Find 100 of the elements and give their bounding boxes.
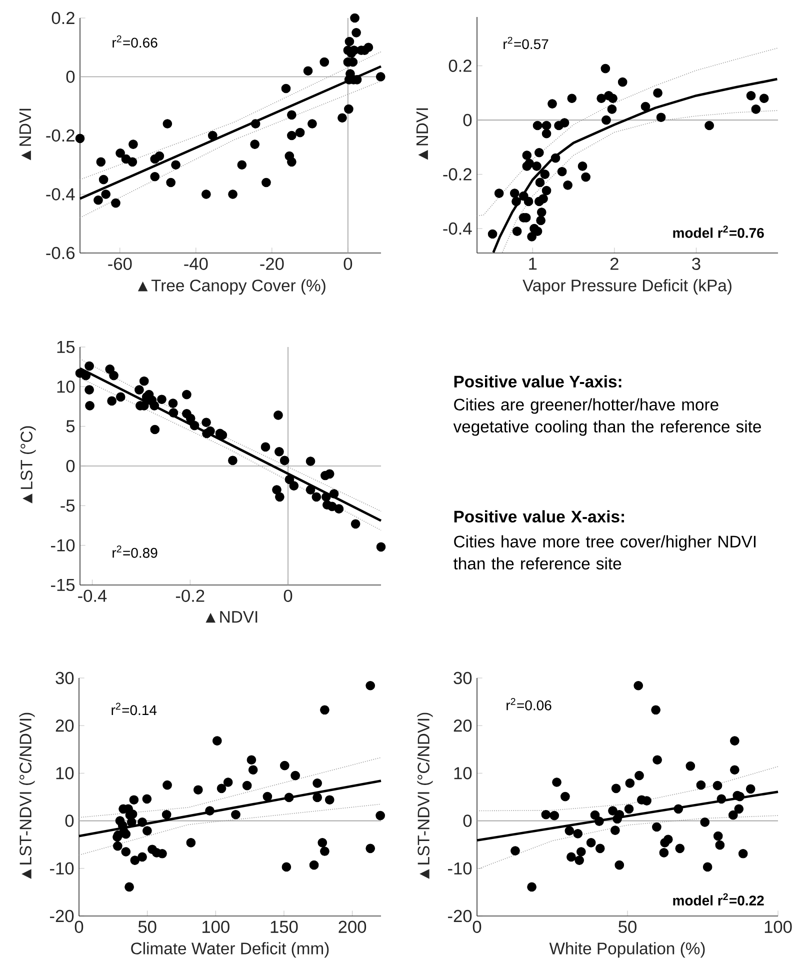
y-tick-label: 30 [454, 672, 472, 684]
point [542, 186, 552, 196]
point [746, 784, 756, 794]
y-tick-label: 30 [56, 672, 74, 684]
annotation: r$^{2}$=0.57 [504, 36, 548, 50]
point [168, 408, 178, 418]
point [202, 418, 211, 428]
point [334, 504, 344, 514]
point [96, 157, 106, 167]
point [107, 396, 116, 406]
text: Cities have more tree cover/higher NDVI than the reference site [454, 535, 756, 570]
y-tick-label: -20 [448, 910, 472, 922]
y-tick-label: 15 [57, 340, 75, 354]
point [228, 456, 238, 466]
point [116, 148, 125, 158]
point [712, 780, 722, 790]
y-tick-label: 10 [454, 767, 472, 780]
point [488, 229, 498, 239]
point [751, 104, 761, 114]
line-series [492, 78, 778, 254]
x-tick-label: 50 [618, 920, 636, 933]
point [138, 852, 147, 862]
point [242, 780, 252, 790]
point [260, 442, 270, 452]
point [674, 804, 684, 814]
point [205, 806, 214, 816]
point [250, 119, 260, 128]
point [524, 196, 534, 206]
x-tick-label: 100 [202, 920, 230, 933]
x-tick-label: 2 [610, 258, 618, 270]
line-series [476, 815, 778, 870]
y-tick-label: 0 [66, 70, 75, 83]
point [527, 232, 536, 242]
point [652, 755, 662, 765]
point [290, 770, 300, 780]
point [320, 846, 330, 856]
point [728, 810, 738, 820]
point [675, 844, 685, 854]
point [344, 36, 354, 46]
point [126, 818, 136, 827]
point [510, 188, 520, 198]
point [182, 390, 192, 400]
x-tick-label: 0 [344, 258, 352, 270]
annotation: r$^{2}$=0.66 [112, 35, 158, 48]
point [642, 796, 652, 806]
point [84, 361, 94, 371]
y-tick-label: -0.2 [443, 168, 472, 180]
point [338, 113, 347, 123]
point [150, 401, 160, 410]
point [538, 194, 548, 204]
point [634, 680, 644, 690]
point [248, 765, 258, 775]
point [142, 826, 152, 836]
point [237, 160, 247, 170]
point [512, 226, 522, 236]
point [618, 77, 628, 87]
point [101, 190, 111, 199]
point [510, 846, 520, 856]
x-tick-label: 1 [529, 258, 537, 270]
point [656, 112, 666, 122]
y-tick-label: -0.2 [46, 129, 74, 142]
point [541, 810, 551, 820]
x-tick-label: 0 [472, 920, 482, 933]
x-axis-title: ▲NDVI [206, 611, 258, 623]
point [105, 364, 115, 374]
point [280, 456, 290, 466]
point [364, 42, 374, 52]
annotation: model r$^{2}$=0.76 [673, 226, 764, 238]
point [540, 170, 550, 179]
point [534, 148, 544, 158]
x-tick-label: -0.4 [78, 590, 107, 602]
point [536, 216, 546, 226]
point [494, 188, 504, 198]
point [303, 66, 313, 76]
point [376, 72, 386, 82]
point [596, 94, 606, 104]
y-tick-label: 5 [66, 420, 75, 432]
point [216, 784, 226, 794]
point [212, 736, 222, 746]
y-axis-title: ▲NDVI [416, 108, 428, 160]
y-tick-label: 20 [454, 719, 472, 732]
point [128, 140, 138, 149]
point [522, 150, 532, 160]
point [586, 838, 596, 848]
point [121, 847, 131, 856]
point [715, 840, 725, 850]
point [532, 162, 542, 171]
y-tick-label: -5 [60, 500, 75, 512]
point [312, 778, 322, 788]
point [350, 519, 360, 529]
point [262, 792, 272, 802]
point [686, 761, 696, 771]
x-tick-label: 3 [692, 258, 700, 270]
y-axis-title: ▲LST-NDVI (°C/NDVI) [417, 712, 433, 879]
point [168, 398, 178, 408]
point [564, 826, 574, 836]
point [84, 385, 94, 395]
point [111, 198, 120, 208]
x-axis-title: White Population (%) [549, 942, 705, 958]
x-tick-label: -40 [184, 258, 208, 270]
